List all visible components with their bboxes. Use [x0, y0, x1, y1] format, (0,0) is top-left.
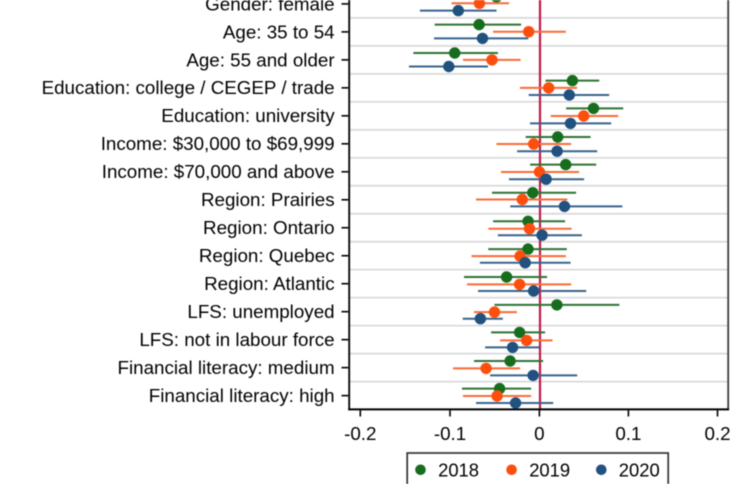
- svg-text:Region: Ontario: Region: Ontario: [203, 217, 335, 238]
- svg-text:Age: 35 to 54: Age: 35 to 54: [223, 21, 335, 42]
- svg-text:Region: Prairies: Region: Prairies: [201, 189, 335, 210]
- svg-text:LFS: unemployed: LFS: unemployed: [187, 301, 334, 322]
- svg-text:Region: Atlantic: Region: Atlantic: [204, 273, 335, 294]
- svg-text:Region: Quebec: Region: Quebec: [199, 245, 335, 266]
- svg-text:0.2: 0.2: [704, 423, 730, 444]
- svg-text:Income: $70,000 and above: Income: $70,000 and above: [102, 161, 335, 182]
- svg-text:Age: 55 and older: Age: 55 and older: [186, 49, 334, 70]
- svg-text:2018: 2018: [438, 460, 479, 481]
- svg-text:2019: 2019: [529, 460, 570, 481]
- svg-text:0: 0: [534, 423, 544, 444]
- svg-text:Gender: female: Gender: female: [205, 0, 334, 14]
- svg-text:Financial literacy: medium: Financial literacy: medium: [117, 357, 334, 378]
- svg-text:LFS: not in labour force: LFS: not in labour force: [139, 329, 334, 350]
- svg-text:-0.1: -0.1: [434, 423, 466, 444]
- svg-text:Financial literacy: high: Financial literacy: high: [149, 385, 335, 406]
- svg-text:Education: university: Education: university: [161, 105, 335, 126]
- svg-text:Education: college / CEGEP / t: Education: college / CEGEP / trade: [42, 77, 335, 98]
- svg-text:Income: $30,000 to $69,999: Income: $30,000 to $69,999: [101, 133, 335, 154]
- svg-text:2020: 2020: [619, 460, 660, 481]
- svg-text:0.1: 0.1: [615, 423, 641, 444]
- svg-text:-0.2: -0.2: [344, 423, 376, 444]
